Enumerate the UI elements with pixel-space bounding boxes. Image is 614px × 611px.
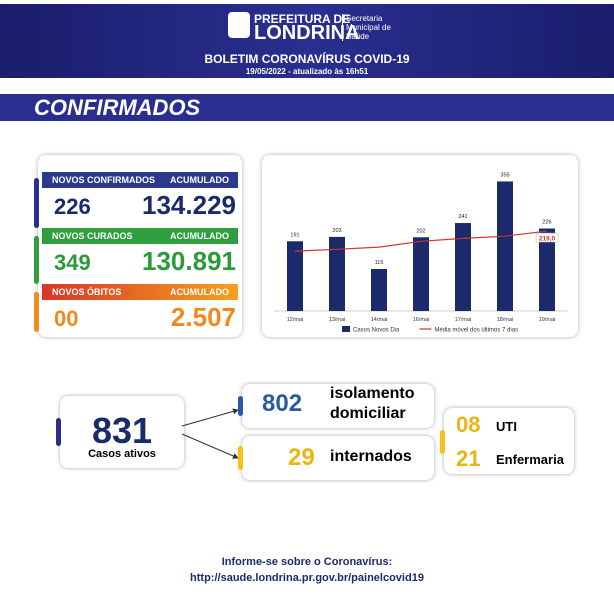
active-card <box>60 396 184 468</box>
accent <box>34 292 39 332</box>
hospital-label: internados <box>330 448 412 465</box>
legend-label: Média móvel dos últimos 7 dias <box>434 328 518 334</box>
stat-label: NOVOS CURADOS <box>52 231 133 241</box>
footer-url: http://saude.londrina.pr.gov.br/painelco… <box>190 572 424 584</box>
accent <box>238 446 243 470</box>
stat-new: 349 <box>54 250 91 275</box>
section-bar: CONFIRMADOS <box>0 94 614 121</box>
bar-value-label: 241 <box>458 214 467 220</box>
x-tick-label: 14/mai <box>371 317 388 323</box>
bar-value-label: 191 <box>290 232 299 238</box>
secretaria: Secretaria Municipal de Saúde <box>342 14 392 41</box>
line-value-label: 219,0 <box>539 236 556 243</box>
date: 19/05/2022 - atualizado às 16h51 <box>245 67 369 76</box>
stat-acc-label: ACUMULADO <box>170 287 229 297</box>
hospital-card <box>242 436 434 480</box>
bulletin: BOLETIM CORONAVÍRUS COVID-19 <box>204 52 410 66</box>
logo <box>228 12 250 38</box>
stat-total: 134.229 <box>142 190 236 220</box>
bar <box>329 236 345 311</box>
isolation-value: 802 <box>262 390 303 417</box>
bar <box>287 241 303 311</box>
enf-value: 21 <box>456 446 481 471</box>
isolation-label: isolamento domiciliar <box>330 385 415 422</box>
header: PREFEITURA DE LONDRINA Secretaria Munici… <box>0 4 614 78</box>
stat-new: 00 <box>54 306 79 331</box>
city: LONDRINA <box>254 22 360 44</box>
stat-acc-label: ACUMULADO <box>170 231 229 241</box>
stat-total: 130.891 <box>142 246 236 276</box>
beds-card <box>444 408 574 474</box>
x-tick-label: 16/mai <box>413 317 430 323</box>
stat-bar <box>42 284 238 300</box>
isolation-card <box>242 384 434 428</box>
x-tick-label: 19/mai <box>539 317 556 323</box>
chart-card: 12/mai 13/mai 14/mai 16/mai 17/mai 18/mai 19/m… <box>262 155 578 337</box>
x-tick-label: 12/mai <box>287 317 304 323</box>
bar-value-label: 115 <box>375 260 384 266</box>
x-tick-label: 17/mai <box>455 317 472 323</box>
stat-label: NOVOS ÓBITOS <box>52 287 122 297</box>
accent <box>34 236 39 284</box>
bar-value-label: 203 <box>332 228 341 234</box>
bar-value-label: 355 <box>500 172 509 178</box>
arrows <box>181 408 239 459</box>
legend-swatch <box>342 326 350 332</box>
x-tick-label: 18/mai <box>497 317 514 323</box>
accent <box>238 396 243 416</box>
prefeitura: PREFEITURA DE <box>254 12 351 26</box>
section-title: CONFIRMADOS <box>34 95 201 120</box>
active-label: Casos ativos <box>88 448 156 460</box>
uti-value: 08 <box>456 412 481 437</box>
bar <box>497 181 513 311</box>
stat-acc-label: ACUMULADO <box>170 175 229 185</box>
accent <box>34 178 39 228</box>
bar <box>413 237 429 311</box>
stat-new: 226 <box>54 194 91 219</box>
enf-label: Enfermaria <box>496 452 564 467</box>
hospital-value: 29 <box>288 444 315 471</box>
footer-info: Informe-se sobre o Coronavírus: <box>221 556 393 568</box>
line <box>294 230 548 252</box>
accent <box>56 418 61 446</box>
legend-label: Casos Novos Dia <box>353 328 400 334</box>
stat-total: 2.507 <box>170 302 236 332</box>
bar <box>455 223 471 311</box>
label-bg <box>535 232 559 243</box>
bar <box>371 269 387 311</box>
x-tick-label: 13/mai <box>329 317 346 323</box>
bar <box>539 228 555 311</box>
uti-label: UTI <box>496 419 517 434</box>
stat-bar <box>42 228 238 244</box>
stat-label: NOVOS CONFIRMADOS <box>52 175 156 185</box>
stat-bar <box>42 172 238 188</box>
bar-value-label: 226 <box>542 220 551 226</box>
bar-value-label: 202 <box>416 228 425 234</box>
active-value: 831 <box>91 410 153 451</box>
chart: 12/mai 13/mai 14/mai 16/mai 17/mai 18/mai 19/m… <box>274 172 568 334</box>
accent <box>440 430 445 454</box>
